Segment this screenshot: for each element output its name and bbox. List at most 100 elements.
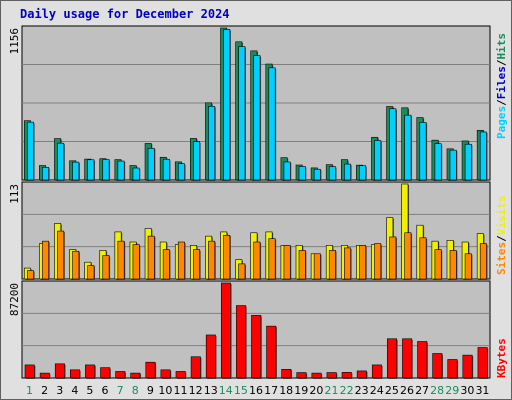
bar-files-9: [147, 148, 155, 181]
bar-kbytes-5: [85, 364, 96, 379]
bar-sites-31: [479, 243, 487, 280]
bar-sites-5: [87, 265, 95, 280]
bar-kbytes-22: [341, 372, 352, 379]
bar-files-30: [464, 143, 472, 181]
bar-kbytes-9: [145, 361, 156, 379]
bar-files-8: [132, 167, 140, 181]
day-label-17: 17: [264, 384, 278, 397]
bar-kbytes-20: [311, 372, 322, 379]
bar-kbytes-14: [220, 282, 231, 379]
bar-kbytes-16: [251, 315, 262, 379]
legend-separator: /: [495, 59, 508, 66]
day-label-26: 26: [400, 384, 414, 397]
bar-files-4: [72, 161, 80, 181]
bar-files-22: [344, 163, 351, 181]
bar-kbytes-11: [175, 371, 186, 379]
legend-kbytes: KBytes: [495, 338, 508, 378]
day-label-28: 28: [430, 384, 444, 397]
bar-files-14: [223, 29, 231, 181]
day-label-24: 24: [370, 384, 384, 397]
day-label-18: 18: [279, 384, 293, 397]
bar-sites-3: [57, 230, 65, 280]
bar-sites-12: [193, 249, 200, 280]
bar-kbytes-26: [402, 338, 413, 379]
bar-kbytes-12: [190, 356, 201, 379]
bar-files-6: [102, 159, 110, 181]
day-label-6: 6: [102, 384, 109, 397]
legend-sites: Sites: [495, 242, 508, 275]
day-label-25: 25: [385, 384, 399, 397]
day-label-29: 29: [445, 384, 459, 397]
bar-kbytes-6: [100, 367, 111, 379]
bar-kbytes-27: [417, 341, 428, 379]
bar-sites-1: [26, 270, 34, 280]
day-label-12: 12: [189, 384, 203, 397]
bar-kbytes-1: [24, 364, 35, 379]
bar-sites-24: [374, 243, 382, 280]
bar-kbytes-3: [54, 363, 65, 379]
bar-sites-11: [177, 241, 185, 280]
bar-files-19: [298, 166, 306, 181]
bar-kbytes-19: [296, 372, 307, 379]
day-label-7: 7: [117, 384, 124, 397]
bar-sites-29: [449, 250, 457, 280]
bar-sites-23: [359, 245, 367, 280]
bar-kbytes-8: [130, 372, 141, 379]
legend-separator: /: [495, 99, 508, 106]
bar-files-12: [193, 141, 200, 181]
bar-sites-30: [464, 253, 472, 280]
bar-files-15: [238, 46, 246, 181]
day-label-5: 5: [86, 384, 93, 397]
day-label-21: 21: [324, 384, 338, 397]
bar-files-10: [162, 158, 170, 181]
bar-kbytes-25: [387, 338, 398, 379]
day-label-16: 16: [249, 384, 263, 397]
bar-sites-8: [132, 244, 140, 280]
day-label-8: 8: [132, 384, 139, 397]
day-label-19: 19: [294, 384, 308, 397]
day-label-11: 11: [174, 384, 188, 397]
day-label-23: 23: [355, 384, 369, 397]
panel-2-ymax-label: 113: [8, 184, 21, 204]
legend-files: Files: [495, 66, 508, 99]
legend-pages: Pages: [495, 106, 508, 139]
legend-separator: /: [495, 235, 508, 242]
bar-sites-28: [434, 249, 442, 280]
bar-sites-7: [117, 240, 125, 280]
bar-files-26: [404, 114, 412, 181]
day-label-30: 30: [460, 384, 474, 397]
bar-kbytes-7: [115, 371, 126, 379]
panel-3-legend: KBytes: [495, 338, 508, 378]
bar-files-17: [268, 67, 276, 181]
bar-kbytes-10: [160, 369, 171, 379]
bar-kbytes-17: [266, 325, 277, 379]
bar-sites-25: [389, 236, 397, 280]
bar-kbytes-2: [39, 372, 50, 379]
day-label-14: 14: [219, 384, 233, 397]
bar-sites-22: [344, 247, 351, 280]
panel-1-legend: Pages/Files/Hits: [495, 33, 508, 139]
bar-sites-26: [404, 232, 412, 280]
bar-sites-2: [42, 240, 50, 280]
day-label-31: 31: [475, 384, 489, 397]
bar-sites-19: [298, 250, 306, 280]
bar-kbytes-21: [326, 372, 337, 379]
day-label-15: 15: [234, 384, 248, 397]
day-label-10: 10: [158, 384, 172, 397]
panel-2-legend: Sites/Visits: [495, 196, 508, 276]
bar-files-11: [177, 163, 185, 181]
bar-files-31: [479, 131, 487, 181]
bar-kbytes-30: [462, 354, 473, 379]
bar-kbytes-13: [205, 334, 216, 379]
bar-kbytes-31: [477, 347, 488, 379]
bar-sites-16: [253, 241, 261, 280]
day-label-3: 3: [56, 384, 63, 397]
panel-1-ymax-label: 1156: [8, 28, 21, 55]
day-label-13: 13: [204, 384, 218, 397]
bar-sites-18: [283, 245, 291, 280]
chart-title: Daily usage for December 2024: [20, 7, 230, 21]
bar-sites-9: [147, 235, 155, 280]
bar-files-2: [42, 167, 50, 181]
bar-sites-17: [268, 238, 276, 280]
